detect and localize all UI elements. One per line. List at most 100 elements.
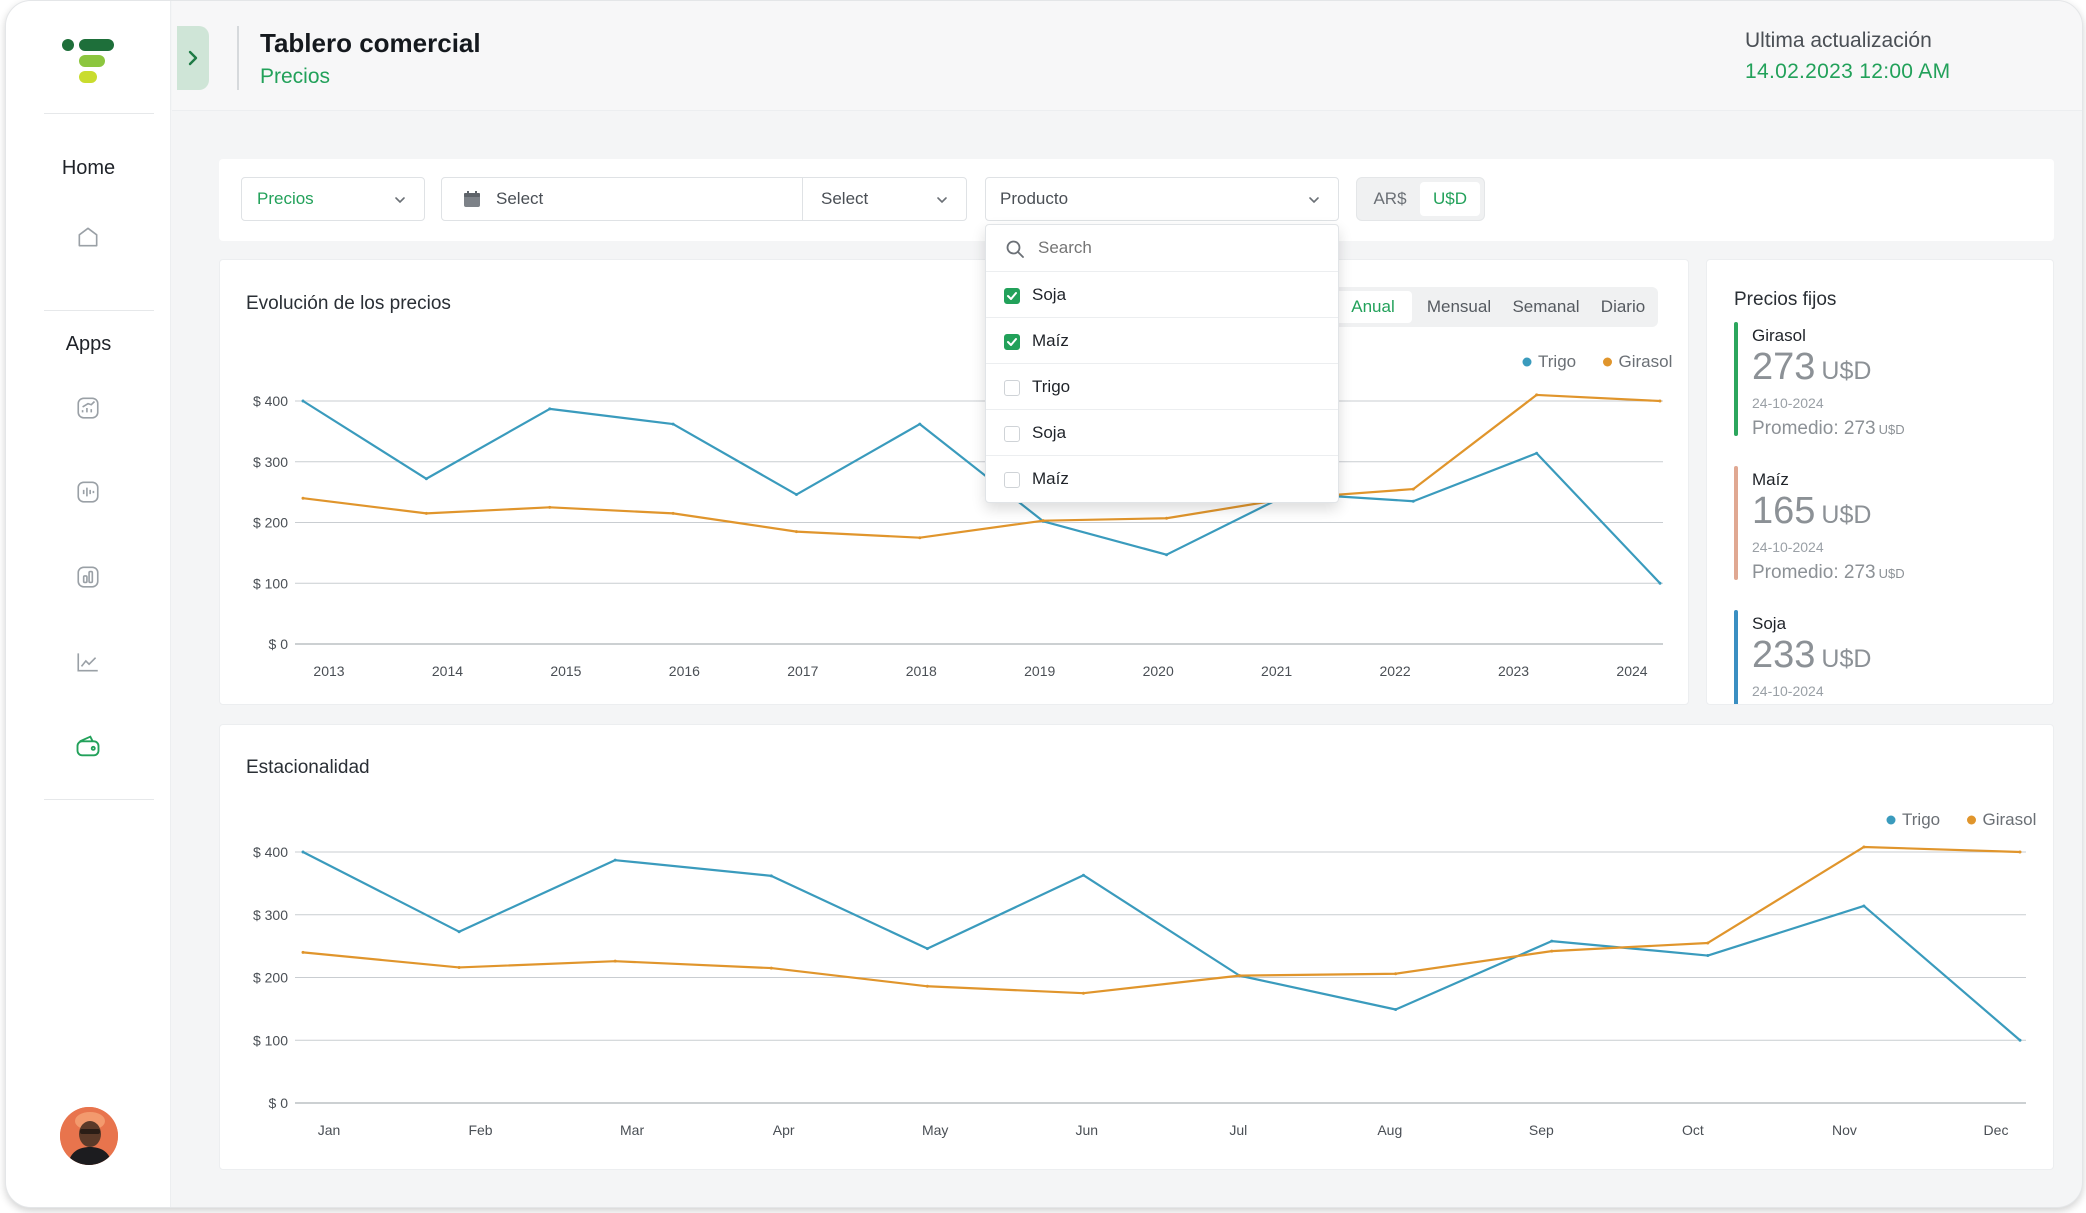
y-tick-label: $ 100 xyxy=(253,575,288,591)
y-tick-label: $ 200 xyxy=(253,515,288,531)
period-tabs: Anual Mensual Semanal Diario xyxy=(1330,287,1658,327)
currency-option-usd[interactable]: U$D xyxy=(1420,182,1480,216)
x-tick-label: May xyxy=(922,1122,948,1138)
dropdown-option-maiz[interactable]: Maíz xyxy=(986,318,1338,364)
filter-bar: Precios Select Select Producto AR$ U$D xyxy=(219,159,2054,241)
legend-marker-trigo xyxy=(1886,815,1896,825)
x-tick-label: Jun xyxy=(1075,1122,1098,1138)
x-tick-label: Oct xyxy=(1682,1122,1704,1138)
dropdown-search[interactable] xyxy=(986,225,1338,272)
search-icon xyxy=(1006,240,1024,258)
fixed-price-item: Soja 233 U$D 24-10-2024 xyxy=(1734,610,2034,704)
page-header: Tablero comercial Precios Ultima actuali… xyxy=(172,1,2082,111)
checkbox-unchecked[interactable] xyxy=(1004,426,1020,442)
fixed-price-accent xyxy=(1734,322,1738,436)
seasonality-card: Estacionalidad $ 0 $ 100 $ 200 $ 300 $ 400 Ja… xyxy=(219,724,2054,1170)
data-point-girasol xyxy=(1238,974,1242,978)
bar-chart-icon[interactable] xyxy=(74,563,102,591)
fixed-price-name: Girasol xyxy=(1752,326,1806,345)
product-select[interactable]: Producto xyxy=(985,177,1339,221)
data-point-girasol xyxy=(1411,487,1415,491)
line-chart-icon[interactable] xyxy=(74,648,102,676)
price-evolution-card: Evolución de los precios Anual Mensual S… xyxy=(219,259,1689,705)
x-tick-label: 2013 xyxy=(313,663,344,679)
seasonality-chart: $ 0 $ 100 $ 200 $ 300 $ 400 Jan Feb Mar Apr May Ju… xyxy=(253,810,2037,1138)
dropdown-option-label: Maíz xyxy=(1032,469,1069,488)
legend-marker-girasol xyxy=(1967,815,1976,825)
product-dropdown-menu: Soja Maíz Trigo Soja Maíz xyxy=(985,224,1339,503)
user-avatar[interactable] xyxy=(60,1107,118,1165)
tab-diario[interactable]: Diario xyxy=(1600,297,1646,316)
audio-wave-icon[interactable] xyxy=(74,478,102,506)
sidebar-home-label: Home xyxy=(61,157,116,179)
tab-mensual[interactable]: Mensual xyxy=(1426,297,1492,316)
chevron-down-icon xyxy=(395,197,405,204)
checkbox-checked[interactable] xyxy=(1004,288,1020,304)
legend-marker-trigo xyxy=(1522,357,1532,367)
sidebar-divider xyxy=(44,310,154,311)
data-point-girasol xyxy=(301,950,305,954)
sidebar-toggle-button[interactable] xyxy=(177,26,209,90)
data-point-trigo xyxy=(1706,954,1710,958)
x-tick-label: Nov xyxy=(1832,1122,1857,1138)
tab-semanal[interactable]: Semanal xyxy=(1512,297,1580,316)
data-point-girasol xyxy=(1535,393,1539,397)
home-icon[interactable] xyxy=(74,223,102,251)
x-tick-label: 2021 xyxy=(1261,663,1292,679)
x-tick-label: 2020 xyxy=(1143,663,1174,679)
data-point-girasol xyxy=(769,966,773,970)
dropdown-option-soja[interactable]: Soja xyxy=(986,272,1338,318)
dropdown-option-trigo[interactable]: Trigo xyxy=(986,364,1338,410)
checkbox-unchecked[interactable] xyxy=(1004,380,1020,396)
checkbox-unchecked[interactable] xyxy=(1004,472,1020,488)
x-tick-label: 2019 xyxy=(1024,663,1055,679)
fixed-price-accent xyxy=(1734,466,1738,580)
data-point-trigo xyxy=(925,947,929,951)
wallet-icon[interactable] xyxy=(74,732,102,760)
chart-up-icon[interactable] xyxy=(74,394,102,422)
sidebar-divider xyxy=(44,113,154,114)
legend-label-girasol: Girasol xyxy=(1983,810,2037,829)
brand-logo xyxy=(62,35,122,87)
x-tick-label: 2017 xyxy=(787,663,818,679)
data-point-girasol xyxy=(1394,972,1398,976)
data-point-girasol xyxy=(1706,941,1710,945)
dropdown-option-soja[interactable]: Soja xyxy=(986,410,1338,456)
fixed-price-item: Girasol 273 U$D 24-10-2024 Promedio: 273 U… xyxy=(1734,322,2034,440)
fixed-price-name: Maíz xyxy=(1752,470,1789,489)
data-point-girasol xyxy=(457,965,461,969)
y-tick-label: $ 0 xyxy=(269,636,289,652)
data-point-trigo xyxy=(1165,553,1169,557)
series-line-girasol xyxy=(302,393,1661,539)
data-point-girasol xyxy=(548,505,552,509)
date-range-picker[interactable]: Select Select xyxy=(441,177,967,221)
x-tick-label: 2023 xyxy=(1498,663,1529,679)
product-select-placeholder: Producto xyxy=(1000,189,1069,208)
series-line-trigo xyxy=(302,400,1661,585)
data-point-trigo xyxy=(1535,451,1539,455)
x-tick-label: 2022 xyxy=(1380,663,1411,679)
checkbox-checked[interactable] xyxy=(1004,334,1020,350)
legend-marker-girasol xyxy=(1603,357,1612,367)
y-tick-label: $ 400 xyxy=(253,844,288,860)
legend-label-girasol: Girasol xyxy=(1619,352,1673,371)
data-point-trigo xyxy=(1411,499,1415,503)
data-point-trigo xyxy=(613,858,617,862)
fixed-price-value: 233 U$D xyxy=(1752,634,1872,676)
tab-anual[interactable]: Anual xyxy=(1334,291,1412,323)
currency-option-ars[interactable]: AR$ xyxy=(1373,189,1407,208)
chevron-down-icon xyxy=(1309,197,1319,204)
type-select[interactable]: Precios xyxy=(241,177,425,221)
x-tick-label: Dec xyxy=(1984,1122,2009,1138)
data-point-girasol xyxy=(925,984,929,988)
x-tick-label: Jul xyxy=(1229,1122,1247,1138)
x-tick-label: Feb xyxy=(468,1122,492,1138)
sidebar: Home Apps xyxy=(6,1,171,1207)
fixed-prices-card: Precios fijos Girasol 273 U$D 24-10-2024 … xyxy=(1706,259,2054,705)
dropdown-option-maiz[interactable]: Maíz xyxy=(986,456,1338,502)
legend-label-trigo: Trigo xyxy=(1538,352,1576,371)
series-line-trigo xyxy=(302,851,2021,1042)
dropdown-search-input[interactable] xyxy=(1038,235,1318,261)
data-point-trigo xyxy=(671,422,675,426)
x-tick-label: 2015 xyxy=(550,663,581,679)
